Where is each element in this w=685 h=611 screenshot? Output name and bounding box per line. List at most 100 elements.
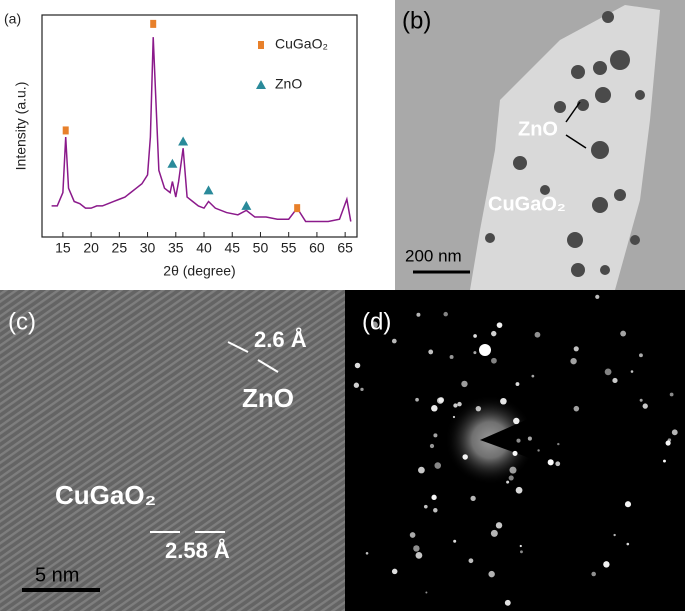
diffraction-spot bbox=[642, 403, 648, 409]
annotation: 2.6 Å bbox=[254, 326, 307, 352]
diffraction-spot bbox=[468, 558, 474, 564]
diffraction-spot bbox=[519, 544, 522, 548]
x-tick-label: 60 bbox=[309, 240, 325, 256]
diffraction-spot bbox=[506, 480, 510, 484]
diffraction-spot bbox=[515, 486, 523, 494]
diffraction-spot bbox=[500, 397, 507, 405]
diffraction-spot bbox=[475, 405, 482, 412]
legend-marker bbox=[258, 41, 264, 49]
diffraction-spot bbox=[508, 475, 514, 481]
diffraction-spot bbox=[527, 436, 532, 441]
diffraction-spot bbox=[513, 417, 520, 425]
particles bbox=[485, 11, 645, 277]
diffraction-spot bbox=[488, 570, 495, 578]
scale-bar-label: 5 nm bbox=[35, 564, 79, 586]
legend-label: CuGaO₂ bbox=[275, 36, 328, 52]
legend-label: ZnO bbox=[275, 76, 302, 92]
x-tick-label: 65 bbox=[337, 240, 353, 256]
panel-label: (b) bbox=[402, 7, 431, 34]
diffraction-spot bbox=[415, 397, 419, 402]
x-tick-label: 15 bbox=[55, 240, 71, 256]
diffraction-spot bbox=[438, 397, 445, 403]
diffraction-spot bbox=[443, 311, 448, 317]
diffraction-spot bbox=[555, 461, 561, 467]
diffraction-spot bbox=[516, 438, 521, 443]
panel-label: (d) bbox=[362, 308, 391, 335]
diffraction-spot bbox=[433, 507, 438, 513]
peak-marker bbox=[241, 200, 252, 210]
lattice bbox=[0, 290, 345, 611]
diffraction-spot bbox=[360, 387, 364, 392]
arrow bbox=[257, 359, 279, 373]
diffraction-spot bbox=[453, 403, 458, 408]
peak-marker bbox=[150, 19, 157, 28]
tem-panel: (b) ZnO CuGaO₂ 200 nm bbox=[395, 0, 685, 290]
x-tick-label: 35 bbox=[168, 240, 184, 256]
diffraction-spot bbox=[434, 462, 442, 469]
diffraction-spot bbox=[473, 334, 477, 338]
diffraction-spot bbox=[391, 568, 398, 575]
diffraction-spot bbox=[452, 415, 456, 419]
diffraction-spot bbox=[496, 322, 503, 328]
diffraction-spot bbox=[479, 344, 491, 356]
hrtem-panel: (c) 2.6 Å ZnO CuGaO₂ 2.58 Å 5 nm bbox=[0, 290, 345, 611]
annotation: CuGaO₂ bbox=[55, 480, 156, 510]
diffraction-spot bbox=[425, 591, 428, 594]
diffraction-spot bbox=[591, 571, 596, 577]
diffraction-spot bbox=[663, 459, 666, 463]
diffraction-spot bbox=[470, 495, 476, 502]
x-tick-label: 20 bbox=[83, 240, 99, 256]
saed-panel: (d) bbox=[345, 290, 685, 611]
peak-marker bbox=[167, 158, 178, 168]
diffraction-spot bbox=[604, 368, 612, 376]
beam-stop bbox=[480, 388, 685, 492]
diffraction-spot bbox=[491, 357, 497, 364]
diffraction-spot bbox=[504, 599, 511, 606]
diffraction-spot bbox=[431, 405, 438, 412]
diffraction-spot bbox=[457, 401, 462, 407]
diffraction-spot bbox=[613, 533, 616, 537]
diffraction-spot bbox=[626, 542, 630, 546]
plot-frame bbox=[41, 14, 358, 238]
peak-marker bbox=[294, 204, 301, 213]
diffraction-spot bbox=[639, 353, 643, 358]
x-tick-label: 30 bbox=[140, 240, 156, 256]
annotation: ZnO bbox=[242, 383, 294, 413]
diffraction-spot bbox=[669, 392, 674, 397]
diffraction-spot bbox=[639, 398, 643, 402]
diffraction-spot bbox=[557, 442, 560, 446]
diffraction-spot bbox=[413, 545, 420, 552]
arrow bbox=[227, 341, 249, 353]
diffraction-spot bbox=[461, 380, 468, 388]
diffraction-spot bbox=[515, 382, 520, 386]
diffraction-spot bbox=[418, 466, 425, 474]
diffraction-spot bbox=[531, 374, 535, 378]
peak-marker bbox=[178, 136, 189, 146]
diffraction-spot bbox=[495, 522, 503, 529]
diffraction-spot bbox=[512, 450, 518, 456]
diffraction-spot bbox=[509, 466, 517, 474]
diffraction-spot bbox=[595, 294, 600, 299]
diffraction-spot bbox=[431, 494, 437, 500]
diffraction-spot bbox=[630, 370, 634, 373]
diffraction-spot bbox=[391, 338, 397, 344]
x-tick-label: 50 bbox=[253, 240, 269, 256]
diffraction-spot bbox=[354, 362, 361, 369]
diffraction-spot bbox=[490, 529, 498, 537]
legend-marker bbox=[256, 80, 266, 89]
diffraction-spot bbox=[453, 539, 457, 543]
diffraction-spot bbox=[353, 382, 360, 388]
diffraction-spot bbox=[547, 459, 554, 466]
diffraction-spot bbox=[371, 321, 378, 329]
annotation: CuGaO₂ bbox=[488, 193, 566, 215]
diffraction-spot bbox=[603, 561, 610, 568]
diffraction-spot bbox=[537, 449, 540, 452]
peak-marker bbox=[203, 185, 214, 195]
diffraction-spot bbox=[665, 440, 671, 446]
panel-label: (a) bbox=[4, 11, 21, 27]
diffraction-spot bbox=[433, 433, 438, 438]
x-axis-label: 2θ (degree) bbox=[163, 263, 235, 279]
x-tick-label: 25 bbox=[112, 240, 128, 256]
diffraction-spot bbox=[429, 443, 435, 449]
